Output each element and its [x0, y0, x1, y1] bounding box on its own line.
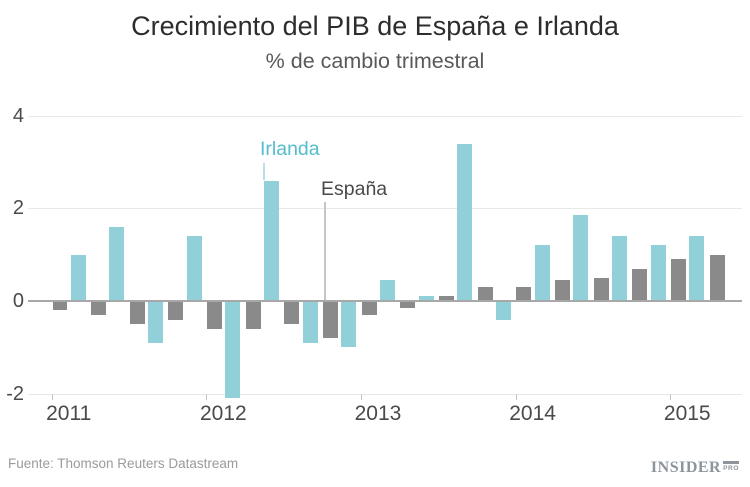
- bar-irlanda-2014-q3: [611, 236, 627, 301]
- x-axis-tick-2011: [51, 393, 53, 400]
- x-axis-label-2015: 2015: [663, 402, 711, 425]
- bar-espana-2013-q1: [361, 301, 377, 315]
- bar-espana-2015-q1: [671, 259, 686, 301]
- legend-callout-line-espana: [324, 202, 326, 300]
- x-axis-label-2014: 2014: [509, 402, 556, 425]
- y-axis-label--2: -2: [6, 382, 24, 405]
- y-axis-label-4: 4: [12, 104, 24, 127]
- x-axis-label-2012: 2012: [199, 402, 247, 425]
- bar-espana-2012-q4: [323, 301, 338, 339]
- insiderpro-logo-main: INSIDER: [650, 459, 722, 476]
- bar-irlanda-2013-q4: [495, 301, 511, 320]
- chart-subtitle: % de cambio trimestral: [265, 49, 485, 73]
- gridline-y2: [28, 208, 742, 210]
- bar-espana-2014-q3: [593, 277, 609, 301]
- bar-espana-2014-q2: [555, 280, 570, 301]
- x-axis-label-2011: 2011: [46, 402, 92, 425]
- bar-espana-2011-q2: [91, 301, 106, 315]
- y-axis-label-2: 2: [12, 197, 24, 220]
- bar-espana-2014-q4: [632, 268, 648, 301]
- gridline-y4: [28, 115, 742, 117]
- bar-espana-2012-q3: [284, 301, 300, 325]
- y-axis-label-0: 0: [12, 290, 24, 312]
- x-axis-tick-2014: [515, 393, 517, 400]
- bar-irlanda-2014-q2: [573, 215, 589, 301]
- legend-callout-line-irlanda: [263, 163, 265, 180]
- x-axis-tick-2013: [360, 393, 362, 400]
- bar-irlanda-2012-q2: [264, 180, 279, 301]
- bar-irlanda-2013-q2: [418, 296, 434, 301]
- x-axis-tick-2015: [670, 393, 672, 400]
- x-axis-zero-line: [28, 300, 742, 302]
- bar-irlanda-2013-q1: [379, 280, 395, 301]
- x-axis-tick-2012: [206, 393, 208, 400]
- bar-irlanda-2014-q1: [534, 245, 550, 301]
- bar-irlanda-2012-q3: [302, 301, 318, 343]
- bar-espana-2013-q3: [439, 296, 454, 301]
- bar-irlanda-2011-q1: [70, 254, 86, 301]
- bar-irlanda-2012-q1: [225, 301, 241, 399]
- bar-espana-2012-q1: [207, 301, 222, 329]
- legend-label-irlanda: Irlanda: [260, 138, 320, 160]
- x-axis-label-2013: 2013: [354, 402, 402, 425]
- bar-irlanda-2012-q4: [341, 301, 357, 348]
- bar-espana-2012-q2: [245, 301, 261, 329]
- chart-title: Crecimiento del PIB de España e Irlanda: [131, 11, 619, 41]
- bar-irlanda-2011-q4: [186, 236, 202, 301]
- bar-espana-2013-q2: [400, 301, 416, 308]
- bar-irlanda-2015-q1: [689, 236, 705, 301]
- bar-espana-2014-q1: [516, 287, 532, 301]
- source-attribution: Fuente: Thomson Reuters Datastream: [8, 456, 239, 471]
- bar-espana-2011-q1: [52, 301, 68, 311]
- bar-espana-2011-q3: [129, 301, 145, 325]
- legend-label-espana: España: [321, 178, 388, 200]
- bar-irlanda-2014-q4: [650, 245, 666, 301]
- bar-espana-2011-q4: [168, 301, 184, 320]
- gridline-y-2: [28, 393, 742, 395]
- bar-espana-2015-q2: [709, 254, 725, 301]
- bar-irlanda-2011-q3: [148, 301, 164, 343]
- bar-irlanda-2011-q2: [109, 226, 125, 301]
- insiderpro-logo-pro: PRO: [723, 461, 739, 472]
- insiderpro-logo: INSIDER PRO: [650, 459, 739, 476]
- bar-espana-2013-q4: [477, 287, 493, 301]
- bar-irlanda-2013-q3: [457, 143, 473, 301]
